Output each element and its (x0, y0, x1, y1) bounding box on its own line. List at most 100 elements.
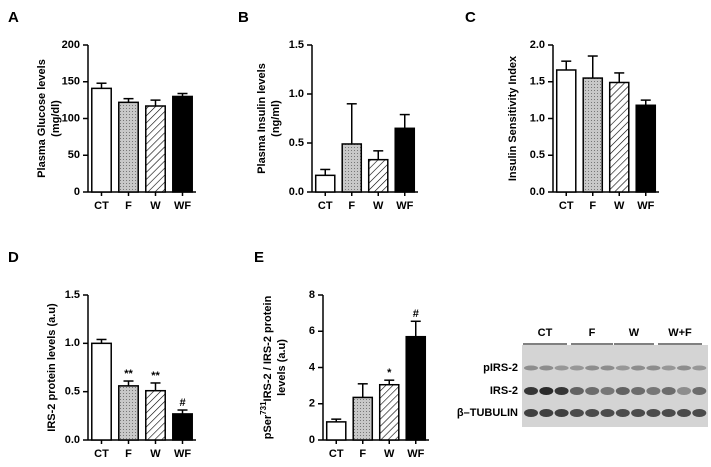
y-tick-label: 50 (68, 149, 80, 161)
blot-band (615, 365, 630, 371)
blot-group-label: W (629, 327, 640, 339)
x-tick-label: WF (407, 448, 424, 460)
panel-label: B (238, 9, 249, 26)
blot-band (646, 365, 661, 371)
y-axis-label-line: Plasma Glucose levels (36, 59, 48, 178)
x-tick-label: WF (396, 200, 413, 212)
blot-row-label: pIRS-2 (483, 362, 518, 374)
blot-band (524, 365, 538, 371)
blot-band (692, 409, 707, 417)
x-tick-label: CT (94, 200, 109, 212)
label-segment: pSer (262, 414, 274, 439)
panel-label: D (8, 249, 19, 266)
x-tick-label: WF (174, 448, 191, 460)
blot-band (631, 365, 646, 371)
x-tick-label: F (125, 448, 132, 460)
bar (582, 77, 604, 193)
blot-band (677, 365, 691, 371)
blot-band (524, 387, 538, 395)
y-tick-label: 1.5 (289, 39, 304, 51)
y-axis-label-line: (ng/ml) (270, 100, 282, 137)
y-tick-label: 0.5 (289, 137, 304, 149)
label-segment: (mg/dl) (50, 100, 62, 137)
y-axis-label-line: pSer731IRS-2 / IRS-2 protein (259, 295, 274, 439)
panel-label: A (8, 9, 19, 26)
y-axis-label: IRS-2 protein levels (a.u) (46, 303, 58, 432)
blot-group-label: CT (538, 327, 553, 339)
y-tick-label: 200 (62, 39, 80, 51)
bar (314, 174, 336, 193)
x-tick-label: F (359, 448, 366, 460)
y-tick-label: 0.5 (65, 386, 80, 398)
bar (172, 413, 193, 441)
blot-band (661, 365, 676, 371)
label-segment: levels (a.u) (276, 339, 288, 396)
label-segment: Insulin Sensitivity Index (507, 55, 519, 181)
blot-band (631, 387, 646, 395)
label-segment: Plasma Glucose levels (36, 59, 48, 178)
bar (341, 143, 363, 193)
blot-band (692, 365, 707, 371)
x-tick-label: W (614, 200, 625, 212)
blot-band (600, 365, 615, 371)
blot-group-label: F (589, 327, 596, 339)
blot-band (600, 409, 615, 417)
blot-band (554, 409, 569, 417)
blot-band (569, 409, 584, 417)
bar (118, 101, 139, 193)
x-tick-label: W (150, 448, 161, 460)
blot-band (677, 387, 691, 395)
x-tick-label: WF (637, 200, 654, 212)
y-axis-label: Plasma Glucose levels (mg/dl) (36, 59, 62, 178)
y-tick-label: 1.0 (530, 112, 545, 124)
y-tick-label: 2.0 (530, 39, 545, 51)
y-tick-label: 0 (74, 186, 80, 198)
blot-band (539, 365, 554, 371)
x-tick-label: W (384, 448, 395, 460)
label-segment: IRS-2 protein levels (a.u) (46, 303, 58, 432)
label-segment: IRS-2 / IRS-2 protein (262, 295, 274, 401)
bar (145, 105, 166, 193)
blot-band (585, 409, 600, 417)
blot-band (600, 387, 615, 395)
blot-band (615, 387, 630, 395)
bar (608, 81, 630, 193)
bar (145, 389, 166, 441)
y-axis-label-line: IRS-2 protein levels (a.u) (46, 303, 58, 432)
bar (325, 421, 347, 441)
y-axis-label-line: levels (a.u) (276, 339, 288, 396)
x-tick-label: WF (174, 200, 191, 212)
y-tick-label: 6 (309, 325, 315, 337)
bar (91, 87, 112, 193)
y-tick-label: 0 (309, 434, 315, 446)
y-axis-label-line: Insulin Sensitivity Index (507, 55, 519, 181)
blot-group-label: W+F (668, 327, 692, 339)
blot-band (524, 409, 538, 417)
y-axis-label-line: (mg/dl) (50, 100, 62, 137)
y-axis-label: Insulin Sensitivity Index (507, 55, 519, 181)
blot-band (569, 387, 584, 395)
bar (91, 342, 112, 441)
bar (118, 385, 139, 441)
label-segment: 731 (259, 401, 268, 415)
x-tick-label: CT (318, 200, 333, 212)
blot-band (585, 387, 600, 395)
y-axis-label-line: Plasma Insulin levels (256, 63, 268, 174)
annotation: * (387, 367, 392, 379)
x-tick-label: CT (94, 448, 109, 460)
x-tick-label: CT (559, 200, 574, 212)
annotation: # (179, 397, 185, 409)
blot-band (585, 365, 600, 371)
blot-band (539, 409, 554, 417)
y-tick-label: 0.0 (65, 434, 80, 446)
y-axis-label: Plasma Insulin levels (ng/ml) (256, 63, 282, 174)
y-tick-label: 0.0 (530, 186, 545, 198)
blot-row-label: β–TUBULIN (457, 407, 518, 419)
x-tick-label: F (348, 200, 355, 212)
bar (352, 396, 374, 441)
annotation: ** (124, 368, 133, 380)
blot-band (646, 387, 661, 395)
blot-band (677, 409, 691, 417)
label-segment: (ng/ml) (270, 100, 282, 137)
